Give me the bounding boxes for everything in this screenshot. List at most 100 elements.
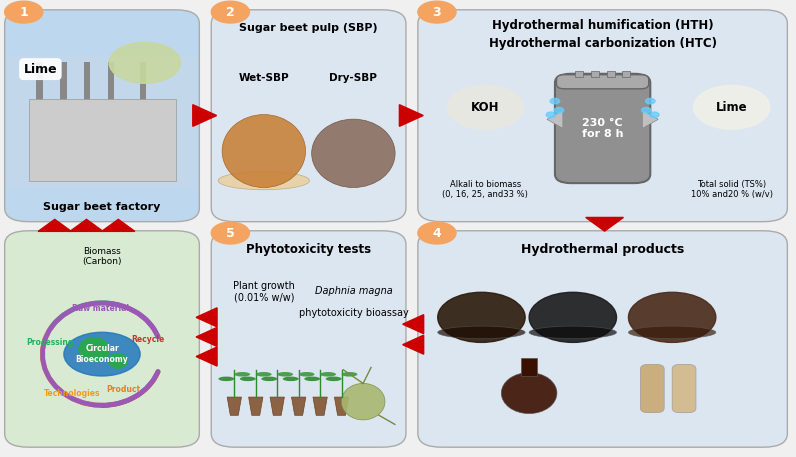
FancyBboxPatch shape bbox=[418, 231, 787, 447]
Text: Hydrothermal products: Hydrothermal products bbox=[521, 243, 685, 255]
Text: Total solid (TS%)
10% and20 % (w/v): Total solid (TS%) 10% and20 % (w/v) bbox=[691, 180, 773, 199]
Text: 3: 3 bbox=[432, 5, 441, 19]
Ellipse shape bbox=[341, 383, 385, 420]
FancyBboxPatch shape bbox=[556, 74, 649, 89]
Text: KOH: KOH bbox=[471, 101, 500, 114]
Polygon shape bbox=[248, 397, 263, 415]
Text: Technologies: Technologies bbox=[44, 388, 100, 398]
Circle shape bbox=[529, 292, 617, 342]
Text: phytotoxicity bioassay: phytotoxicity bioassay bbox=[298, 308, 408, 318]
Text: Raw material: Raw material bbox=[72, 304, 128, 313]
FancyBboxPatch shape bbox=[9, 56, 195, 187]
FancyBboxPatch shape bbox=[672, 364, 696, 413]
FancyBboxPatch shape bbox=[211, 10, 406, 222]
Circle shape bbox=[546, 112, 556, 117]
Ellipse shape bbox=[320, 372, 336, 377]
Bar bbox=[140, 62, 146, 122]
Text: Alkali to biomass
(0, 16, 25, and33 %): Alkali to biomass (0, 16, 25, and33 %) bbox=[443, 180, 529, 199]
Text: Daphnia magna: Daphnia magna bbox=[314, 287, 392, 297]
Text: Plant growth
(0.01% w/w): Plant growth (0.01% w/w) bbox=[233, 281, 295, 302]
Text: Lime: Lime bbox=[24, 63, 57, 75]
Bar bbox=[591, 71, 599, 77]
Circle shape bbox=[693, 85, 770, 129]
Circle shape bbox=[628, 292, 716, 342]
Circle shape bbox=[550, 98, 560, 104]
Ellipse shape bbox=[108, 353, 128, 369]
Ellipse shape bbox=[261, 377, 277, 381]
Text: 2: 2 bbox=[226, 5, 235, 19]
Polygon shape bbox=[403, 315, 423, 334]
Text: Phytotoxicity tests: Phytotoxicity tests bbox=[246, 243, 371, 255]
Circle shape bbox=[211, 222, 249, 244]
Circle shape bbox=[109, 42, 181, 83]
Circle shape bbox=[418, 222, 456, 244]
Polygon shape bbox=[196, 327, 217, 346]
Bar bbox=[37, 62, 43, 122]
Ellipse shape bbox=[222, 115, 306, 187]
Bar bbox=[60, 62, 67, 122]
Circle shape bbox=[650, 112, 659, 117]
Circle shape bbox=[438, 292, 525, 342]
Bar bbox=[521, 357, 537, 376]
Ellipse shape bbox=[218, 377, 234, 381]
Ellipse shape bbox=[298, 372, 314, 377]
Text: Hydrothermal humification (HTH): Hydrothermal humification (HTH) bbox=[492, 19, 713, 32]
Ellipse shape bbox=[304, 377, 320, 381]
Circle shape bbox=[64, 332, 140, 376]
Polygon shape bbox=[547, 110, 563, 128]
Polygon shape bbox=[196, 347, 217, 366]
Text: Sugar beet pulp (SBP): Sugar beet pulp (SBP) bbox=[240, 23, 378, 33]
Text: Sugar beet factory: Sugar beet factory bbox=[43, 202, 161, 212]
Ellipse shape bbox=[283, 377, 298, 381]
Polygon shape bbox=[313, 397, 327, 415]
Polygon shape bbox=[642, 110, 658, 128]
Polygon shape bbox=[196, 308, 217, 327]
Ellipse shape bbox=[218, 171, 310, 190]
Text: Product: Product bbox=[106, 385, 140, 394]
FancyBboxPatch shape bbox=[5, 231, 199, 447]
Ellipse shape bbox=[240, 377, 256, 381]
Polygon shape bbox=[400, 105, 423, 126]
Polygon shape bbox=[102, 219, 135, 231]
Text: Recycle: Recycle bbox=[131, 335, 164, 344]
Ellipse shape bbox=[256, 372, 271, 377]
Ellipse shape bbox=[341, 372, 357, 377]
FancyBboxPatch shape bbox=[211, 231, 406, 447]
Polygon shape bbox=[38, 219, 72, 231]
Circle shape bbox=[447, 85, 524, 129]
Polygon shape bbox=[334, 397, 349, 415]
Ellipse shape bbox=[277, 372, 293, 377]
Ellipse shape bbox=[501, 372, 557, 414]
Text: 1: 1 bbox=[19, 5, 28, 19]
Bar bbox=[575, 71, 583, 77]
Text: Circular
Bioeconomy: Circular Bioeconomy bbox=[76, 345, 128, 364]
FancyBboxPatch shape bbox=[555, 74, 650, 183]
Polygon shape bbox=[227, 397, 241, 415]
Polygon shape bbox=[70, 219, 103, 231]
Ellipse shape bbox=[312, 119, 395, 187]
Circle shape bbox=[5, 1, 43, 23]
Text: 230 °C
for 8 h: 230 °C for 8 h bbox=[582, 117, 623, 139]
Text: Hydrothermal carbonization (HTC): Hydrothermal carbonization (HTC) bbox=[489, 37, 716, 50]
Circle shape bbox=[211, 1, 249, 23]
Ellipse shape bbox=[628, 326, 716, 339]
Polygon shape bbox=[193, 105, 217, 126]
Polygon shape bbox=[270, 397, 284, 415]
Circle shape bbox=[418, 1, 456, 23]
Polygon shape bbox=[291, 397, 306, 415]
Polygon shape bbox=[403, 335, 423, 354]
Bar bbox=[622, 71, 630, 77]
FancyBboxPatch shape bbox=[418, 10, 787, 222]
Text: Wet-SBP: Wet-SBP bbox=[239, 73, 289, 83]
Bar bbox=[108, 62, 115, 122]
Ellipse shape bbox=[529, 326, 617, 339]
Bar bbox=[607, 71, 615, 77]
Text: 4: 4 bbox=[432, 227, 441, 239]
Circle shape bbox=[554, 107, 564, 113]
Polygon shape bbox=[586, 218, 623, 231]
Circle shape bbox=[642, 107, 651, 113]
Text: Processing: Processing bbox=[26, 339, 73, 347]
Circle shape bbox=[646, 98, 655, 104]
Text: 5: 5 bbox=[226, 227, 235, 239]
Text: Biomass
(Carbon): Biomass (Carbon) bbox=[82, 247, 122, 266]
